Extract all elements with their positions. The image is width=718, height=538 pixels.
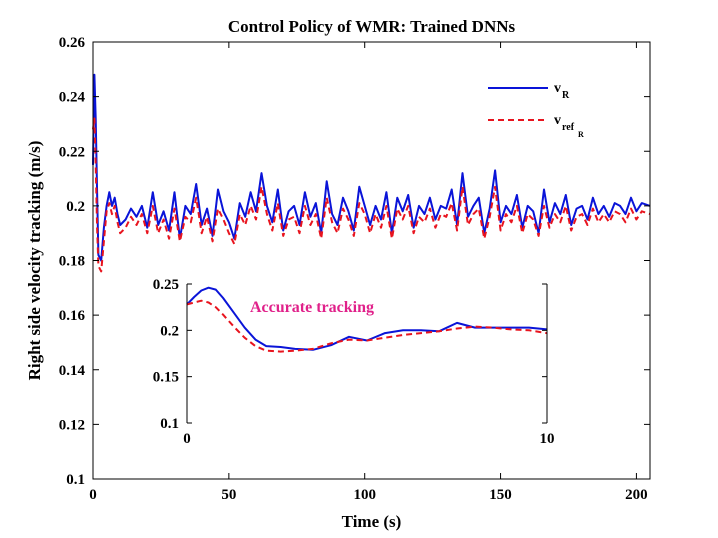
legend-subscript: R [562,90,570,101]
x-tick-label: 50 [221,487,236,503]
inset-annotation: Accurate tracking [250,299,374,316]
x-tick-label: 0 [89,487,97,503]
y-tick-label: 0.12 [59,417,85,433]
inset-x-tick-label: 10 [540,431,555,447]
inset-series-line-v-r [186,286,548,351]
inset-y-tick-label: 0.1 [160,416,179,432]
y-tick-label: 0.24 [59,90,86,106]
y-tick-label: 0.16 [59,308,86,324]
series-line-v-r [92,73,651,262]
y-axis-label: Right side velocity tracking (m/s) [25,141,44,381]
legend-subscript: ref [562,122,575,133]
inset-x-tick-label: 0 [183,431,191,447]
chart-title: Control Policy of WMR: Trained DNNs [228,17,516,36]
inset-chart: 0.1 0.15 0.2 0.25 0 10 Accurate tracking [135,277,561,449]
inset-y-tick-label: 0.25 [153,277,179,293]
x-tick-label: 150 [489,487,512,503]
y-tick-label: 0.2 [66,199,85,215]
x-axis-label: Time (s) [342,512,402,531]
inset-y-tick-label: 0.2 [160,323,179,339]
x-tick-label: 200 [625,487,648,503]
y-tick-label: 0.26 [59,35,86,51]
legend-subsubscript: R [578,130,584,139]
y-tick-label: 0.22 [59,144,85,160]
inset-background [135,278,561,449]
legend-label-v-r: v [554,81,561,96]
x-tick-label: 100 [353,487,376,503]
inset-series-line-v-ref-r [186,299,548,353]
y-tick-label: 0.1 [66,472,85,488]
series-line-v-ref-r [92,117,651,273]
y-tick-label: 0.14 [59,363,86,379]
inset-y-tick-label: 0.15 [153,370,179,386]
y-tick-label: 0.18 [59,254,85,270]
legend-label-v-ref-r: v [554,113,561,128]
